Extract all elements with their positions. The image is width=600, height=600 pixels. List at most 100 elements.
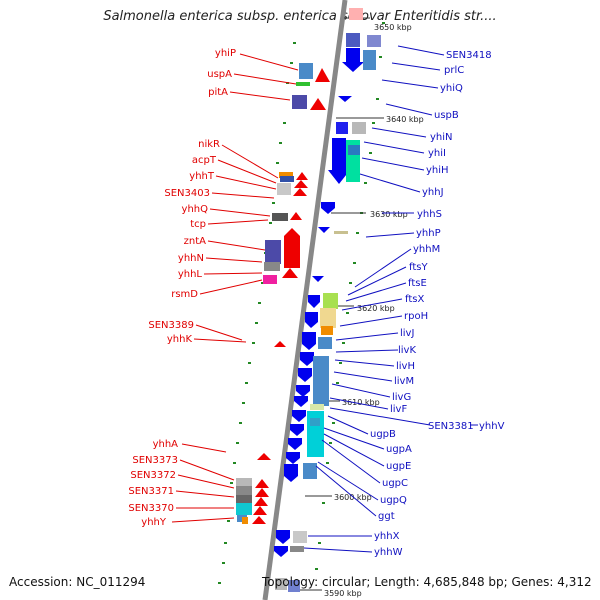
gene-label-ugpE[interactable]: ugpE [386,461,411,472]
gene-label-yhiP[interactable]: yhiP [215,48,236,59]
gene-arrow[interactable] [252,516,266,524]
gene-label-yhhJ[interactable]: yhhJ [422,187,444,198]
gene-arrow[interactable] [276,530,290,544]
gene-block[interactable] [236,495,252,503]
gene-label-SEN3418[interactable]: SEN3418 [446,50,492,61]
gene-label-yhhM[interactable]: yhhM [413,244,440,255]
gene-block[interactable] [284,244,300,268]
gene-arrow[interactable] [315,68,330,82]
gene-label-SEN3370[interactable]: SEN3370 [128,503,174,514]
gene-label-livK[interactable]: livK [398,345,416,356]
gene-arrow[interactable] [290,212,302,220]
gene-block[interactable] [277,183,291,195]
gene-label-yhiH[interactable]: yhiH [426,165,449,176]
gene-label-uspB[interactable]: uspB [434,110,459,121]
gene-arrow[interactable] [294,180,308,188]
gene-label-rsmD[interactable]: rsmD [171,289,198,300]
gene-label-livF[interactable]: livF [390,404,407,415]
gene-block[interactable] [296,82,310,86]
gene-arrow[interactable] [342,48,364,72]
gene-arrow[interactable] [308,295,320,308]
gene-arrow[interactable] [284,464,298,482]
gene-block[interactable] [236,486,252,495]
gene-label-SEN3381[interactable]: SEN3381 [428,421,474,432]
gene-block[interactable] [352,122,366,134]
gene-block[interactable] [303,463,317,479]
gene-label-SEN3373[interactable]: SEN3373 [132,455,178,466]
gene-arrow[interactable] [302,332,316,350]
gene-label-yhhX[interactable]: yhhX [374,531,400,542]
gene-block[interactable] [334,231,348,234]
gene-block[interactable] [292,95,307,109]
gene-label-livG[interactable]: livG [392,392,411,403]
gene-label-yhhL[interactable]: yhhL [178,269,203,280]
gene-label-ugpA[interactable]: ugpA [386,444,412,455]
gene-block[interactable] [348,145,360,155]
gene-arrow[interactable] [282,268,298,278]
gene-label-yhhK[interactable]: yhhK [167,334,193,345]
gene-label-livM[interactable]: livM [394,376,414,387]
gene-arrow[interactable] [294,396,308,407]
gene-block[interactable] [272,213,288,221]
gene-block[interactable] [346,33,360,47]
gene-label-uspA[interactable]: uspA [207,69,232,80]
gene-label-yhhW[interactable]: yhhW [374,547,403,558]
gene-label-nikR[interactable]: nikR [198,139,220,150]
gene-label-ugpC[interactable]: ugpC [382,478,408,489]
gene-label-yhhA[interactable]: yhhA [153,439,179,450]
gene-block[interactable] [321,326,333,335]
gene-label-ggt[interactable]: ggt [378,511,395,522]
gene-arrow[interactable] [274,546,288,557]
gene-block[interactable] [307,411,324,457]
gene-block[interactable] [236,478,252,486]
gene-block[interactable] [336,122,348,134]
gene-block[interactable] [349,8,363,20]
gene-label-acpT[interactable]: acpT [192,155,217,166]
gene-block[interactable] [288,580,300,592]
gene-label-yhhT[interactable]: yhhT [189,171,215,182]
gene-label-yhhN[interactable]: yhhN [178,253,204,264]
gene-arrow[interactable] [312,276,324,282]
gene-arrow[interactable] [288,438,302,450]
gene-arrow[interactable] [254,497,268,506]
gene-block[interactable] [320,308,336,328]
gene-label-rpoH[interactable]: rpoH [404,311,428,322]
gene-arrow[interactable] [284,228,300,244]
gene-block[interactable] [275,578,287,590]
gene-block[interactable] [265,240,281,264]
gene-label-yhhY[interactable]: yhhY [141,517,167,528]
gene-block[interactable] [310,404,324,410]
gene-arrow[interactable] [257,453,271,460]
gene-arrow[interactable] [296,172,308,180]
gene-block[interactable] [310,418,320,426]
gene-arrow[interactable] [305,312,318,328]
gene-label-zntA[interactable]: zntA [184,236,207,247]
gene-arrow[interactable] [300,352,314,366]
gene-arrow[interactable] [293,188,307,196]
gene-block[interactable] [313,356,329,406]
gene-block[interactable] [242,517,248,524]
gene-label-yhiN[interactable]: yhiN [430,132,453,143]
gene-label-tcp[interactable]: tcp [190,219,206,230]
gene-arrow[interactable] [328,138,350,184]
gene-label-yhhS[interactable]: yhhS [417,209,442,220]
gene-block[interactable] [299,63,313,79]
gene-block[interactable] [279,172,293,178]
gene-label-ugpB[interactable]: ugpB [370,429,396,440]
gene-label-SEN3403[interactable]: SEN3403 [164,188,210,199]
gene-arrow[interactable] [298,368,312,382]
gene-block[interactable] [264,262,280,271]
gene-block[interactable] [318,337,332,349]
gene-arrow[interactable] [321,202,335,214]
gene-arrow[interactable] [318,227,330,233]
gene-arrow[interactable] [292,410,306,422]
gene-label-SEN3389[interactable]: SEN3389 [148,320,194,331]
gene-label-yhhV[interactable]: yhhV [479,421,505,432]
gene-label-ftsY[interactable]: ftsY [409,262,428,273]
gene-arrow[interactable] [274,341,286,347]
gene-label-yhhP[interactable]: yhhP [416,228,441,239]
gene-label-ftsE[interactable]: ftsE [408,278,427,289]
gene-arrow[interactable] [253,506,267,515]
gene-label-SEN3372[interactable]: SEN3372 [130,470,176,481]
gene-block[interactable] [280,176,294,182]
